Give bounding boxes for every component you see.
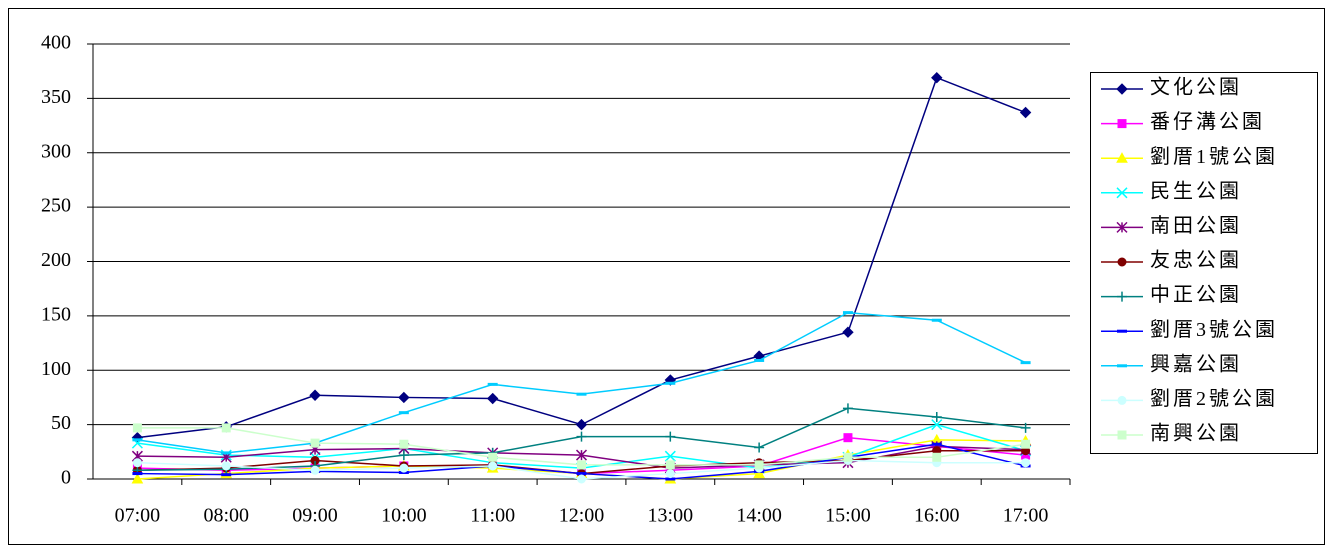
marker (1117, 119, 1127, 129)
marker (310, 465, 320, 475)
marker (1116, 83, 1128, 95)
marker (931, 72, 943, 84)
marker (1117, 291, 1127, 302)
marker (754, 442, 765, 453)
y-tick-label: 300 (41, 140, 71, 162)
y-tick-label: 400 (41, 32, 71, 54)
marker (488, 461, 498, 471)
legend-label: 劉厝2號公園 (1150, 387, 1278, 410)
legend-label: 南田公園 (1150, 214, 1242, 237)
marker (665, 431, 676, 442)
marker (132, 423, 142, 433)
marker (398, 450, 409, 461)
legend-label: 民生公園 (1150, 179, 1242, 202)
x-tick-label: 10:00 (381, 505, 427, 527)
marker (1116, 152, 1128, 163)
marker (575, 449, 588, 461)
marker (931, 412, 942, 423)
marker (754, 460, 764, 470)
marker (486, 392, 499, 405)
y-tick-label: 0 (61, 467, 71, 489)
legend-box (1090, 72, 1318, 454)
legend-label: 番仔溝公園 (1150, 110, 1265, 133)
x-tick-label: 13:00 (648, 505, 694, 527)
marker (309, 389, 321, 401)
y-tick-label: 100 (41, 358, 71, 380)
marker (931, 419, 943, 431)
legend-label: 劉厝1號公園 (1150, 145, 1278, 168)
y-tick-label: 150 (41, 303, 71, 325)
marker (664, 374, 677, 386)
x-tick-label: 17:00 (1003, 505, 1049, 527)
legend-label: 友忠公園 (1150, 249, 1242, 272)
marker (1019, 106, 1032, 119)
marker (221, 423, 231, 433)
marker (221, 461, 231, 471)
marker (488, 452, 498, 462)
marker (664, 450, 676, 462)
y-tick-label: 350 (41, 86, 71, 108)
marker (575, 418, 588, 431)
x-tick-label: 07:00 (115, 505, 161, 527)
marker (1021, 458, 1031, 468)
marker (1021, 439, 1031, 449)
legend-label: 劉厝3號公園 (1150, 318, 1278, 341)
marker (753, 467, 765, 479)
y-tick-label: 50 (51, 412, 71, 434)
legend-label: 興嘉公園 (1150, 352, 1242, 375)
marker (1020, 422, 1031, 433)
marker (577, 474, 586, 484)
marker (1117, 430, 1127, 440)
marker (843, 433, 853, 443)
legend-label: 南興公園 (1150, 422, 1242, 445)
marker (932, 452, 942, 462)
legend-label: 中正公園 (1150, 283, 1242, 306)
x-tick-label: 08:00 (203, 505, 249, 527)
marker (577, 460, 586, 470)
y-tick-label: 250 (41, 195, 71, 217)
marker (132, 458, 142, 468)
marker (131, 472, 144, 484)
marker (310, 438, 320, 448)
x-tick-label: 15:00 (825, 505, 871, 527)
marker (1116, 187, 1128, 199)
x-tick-label: 14:00 (736, 505, 782, 527)
x-tick-label: 16:00 (914, 505, 960, 527)
marker (576, 431, 587, 442)
marker (399, 439, 409, 449)
marker (665, 469, 675, 479)
x-tick-label: 09:00 (292, 505, 338, 527)
x-tick-label: 12:00 (559, 505, 605, 527)
marker (1117, 395, 1127, 405)
marker (1117, 257, 1127, 267)
marker (842, 326, 854, 338)
marker (1116, 221, 1128, 233)
x-tick-label: 11:00 (470, 505, 515, 527)
marker (399, 463, 409, 473)
legend-label: 文化公園 (1150, 76, 1242, 99)
y-tick-label: 200 (41, 249, 71, 271)
marker (843, 452, 853, 462)
marker (398, 391, 410, 404)
marker (842, 403, 853, 414)
marker (665, 460, 675, 470)
